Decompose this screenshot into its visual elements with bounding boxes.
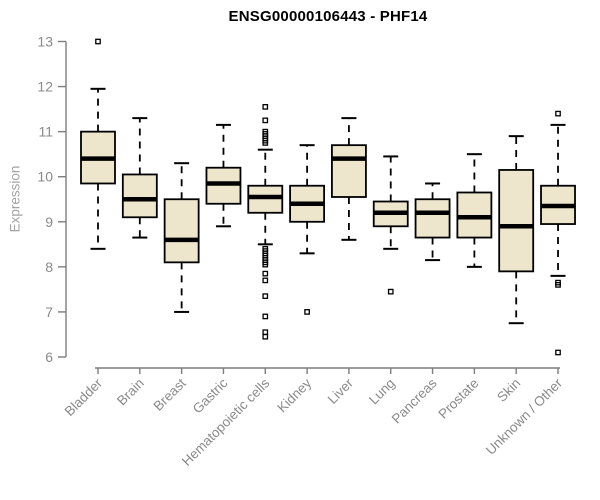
outlier-point xyxy=(555,110,561,117)
iqr-box xyxy=(498,169,535,273)
outlier-point xyxy=(262,277,269,284)
x-tick-label-liver: Liver xyxy=(325,375,357,407)
box-brain xyxy=(121,117,158,239)
iqr-box xyxy=(247,184,284,214)
box-unknown-other xyxy=(540,110,576,356)
outlier-point xyxy=(262,270,269,277)
iqr-box xyxy=(121,173,158,219)
x-tick-label-pancreas: Pancreas xyxy=(389,375,440,426)
y-axis: 6 7 8 9 10 11 12 13 xyxy=(37,34,67,365)
y-tick-label: 6 xyxy=(45,349,53,365)
outlier-point xyxy=(95,38,101,45)
y-tick-label: 8 xyxy=(45,259,53,275)
outlier-point xyxy=(262,293,269,300)
outlier-point xyxy=(262,117,269,124)
y-tick-label: 11 xyxy=(38,124,53,140)
outlier-point xyxy=(555,282,561,288)
outlier-point xyxy=(555,349,561,356)
x-tick-label-prostate: Prostate xyxy=(435,376,481,422)
chart-title: ENSG00000106443 - PHF14 xyxy=(228,8,428,25)
outlier-point xyxy=(262,140,269,146)
x-tick-label-kidney: Kidney xyxy=(274,375,314,415)
box-prostate xyxy=(456,153,493,268)
y-tick-label: 7 xyxy=(45,304,53,320)
box-lung xyxy=(372,155,409,295)
box-breast xyxy=(163,162,200,313)
box-skin xyxy=(498,135,535,325)
iqr-box xyxy=(456,191,493,239)
outlier-point xyxy=(262,333,269,340)
outlier-point xyxy=(304,309,310,315)
outlier-point xyxy=(262,261,269,268)
box-gastric xyxy=(205,123,242,228)
y-tick-label: 10 xyxy=(37,169,53,185)
x-tick-label-unknown-other: Unknown / Other xyxy=(483,375,566,458)
x-tick-label-skin: Skin xyxy=(494,376,523,405)
box-bladder xyxy=(80,38,116,250)
iqr-box xyxy=(205,166,242,205)
iqr-box xyxy=(163,198,200,264)
box-liver xyxy=(331,117,367,241)
y-tick-label: 12 xyxy=(37,79,53,95)
box-kidney xyxy=(289,144,326,315)
outlier-point xyxy=(262,313,269,320)
x-tick-label-brain: Brain xyxy=(114,376,147,409)
x-tick-label-bladder: Bladder xyxy=(62,375,106,419)
outlier-point xyxy=(262,329,269,336)
y-tick-label: 9 xyxy=(45,214,53,230)
x-tick-label-breast: Breast xyxy=(151,375,189,413)
iqr-box xyxy=(414,198,451,239)
x-tick-label-lung: Lung xyxy=(366,376,398,408)
outlier-point xyxy=(262,104,269,110)
iqr-box xyxy=(331,144,367,198)
outlier-point xyxy=(387,288,394,295)
box-hematopoietic-cells xyxy=(247,104,284,340)
y-tick-label: 13 xyxy=(37,34,53,50)
x-tick-label-gastric: Gastric xyxy=(190,375,231,416)
box-pancreas xyxy=(414,182,451,262)
